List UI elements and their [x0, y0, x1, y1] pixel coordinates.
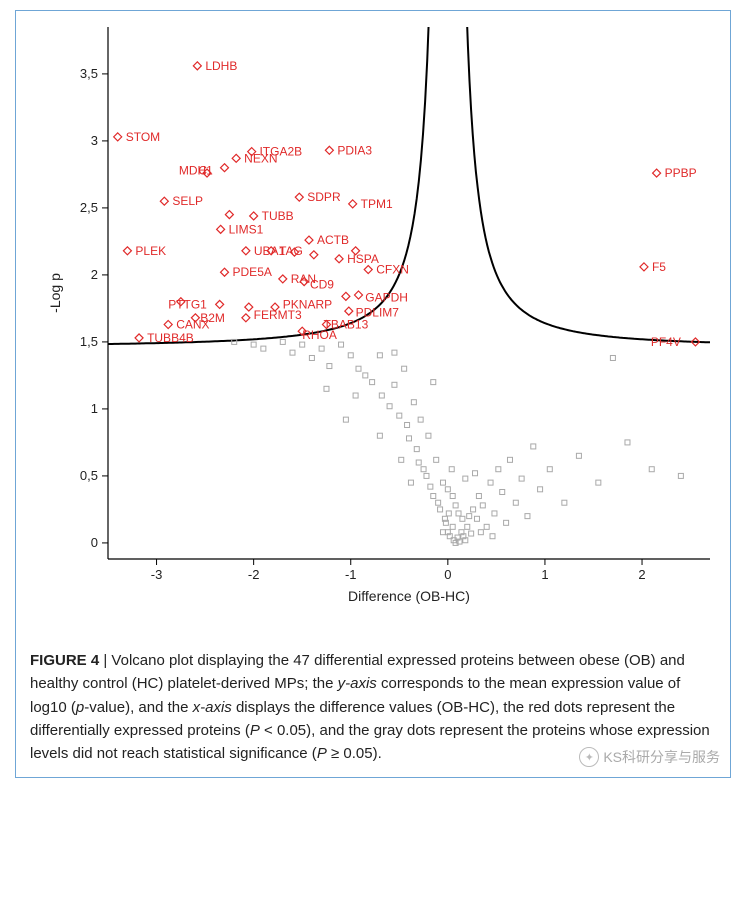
svg-text:SELP: SELP — [172, 194, 203, 208]
svg-text:PDE5A: PDE5A — [233, 265, 272, 279]
caption-sep: | — [99, 652, 111, 669]
svg-text:STOM: STOM — [126, 130, 160, 144]
svg-text:CFXN: CFXN — [376, 263, 409, 277]
svg-text:RHOA: RHOA — [302, 328, 337, 342]
svg-text:CD9: CD9 — [310, 277, 334, 291]
svg-text:0: 0 — [91, 535, 98, 550]
caption-p3: P — [317, 745, 327, 762]
svg-text:TUBB: TUBB — [262, 209, 294, 223]
page: -3 -2 -1 0 1 2 0 0,5 1 1,5 2 2,5 3 3,5 Difference (OB-… — [0, 10, 746, 778]
svg-text:F5: F5 — [652, 260, 666, 274]
svg-text:PTTG1: PTTG1 — [168, 297, 207, 311]
svg-text:FERMT3: FERMT3 — [254, 308, 302, 322]
svg-text:PDIA3: PDIA3 — [337, 143, 372, 157]
svg-text:PPBP: PPBP — [665, 166, 697, 180]
svg-text:-3: -3 — [151, 567, 163, 582]
svg-text:PLEK: PLEK — [135, 244, 166, 258]
svg-text:2,5: 2,5 — [80, 200, 98, 215]
svg-text:2: 2 — [638, 567, 645, 582]
svg-text:PF4V: PF4V — [651, 335, 681, 349]
svg-text:SDPR: SDPR — [307, 190, 341, 204]
svg-text:1: 1 — [91, 401, 98, 416]
caption-text-4: -value), and the — [84, 699, 192, 716]
svg-text:3,5: 3,5 — [80, 66, 98, 81]
caption-x-axis: x-axis — [193, 699, 232, 716]
svg-text:TUBB4B: TUBB4B — [147, 331, 194, 345]
figure-label: FIGURE 4 — [30, 652, 99, 669]
svg-text:LDHB: LDHB — [205, 59, 237, 73]
watermark: ✦ KS科研分享与服务 — [579, 747, 720, 767]
svg-text:0,5: 0,5 — [80, 468, 98, 483]
svg-text:C: C — [198, 163, 207, 177]
svg-text:ACTB: ACTB — [317, 233, 349, 247]
svg-text:1: 1 — [541, 567, 548, 582]
svg-text:HSPA: HSPA — [347, 252, 379, 266]
wechat-icon: ✦ — [579, 747, 599, 767]
svg-text:GAPDH: GAPDH — [365, 291, 408, 305]
svg-text:2: 2 — [91, 267, 98, 282]
svg-text:3: 3 — [91, 133, 98, 148]
svg-text:-Log p: -Log p — [47, 273, 63, 313]
caption-text-10: ≥ 0.05). — [327, 745, 382, 762]
svg-text:LIMS1: LIMS1 — [229, 222, 264, 236]
svg-text:TPM1: TPM1 — [361, 197, 393, 211]
watermark-text: KS科研分享与服务 — [603, 747, 720, 767]
volcano-plot: -3 -2 -1 0 1 2 0 0,5 1 1,5 2 2,5 3 3,5 Difference (OB-… — [24, 19, 724, 639]
caption-p1: p — [76, 699, 84, 716]
svg-text:ITGA2B: ITGA2B — [259, 145, 302, 159]
chart-wrap: -3 -2 -1 0 1 2 0 0,5 1 1,5 2 2,5 3 3,5 Difference (OB-… — [24, 19, 722, 639]
svg-text:1,5: 1,5 — [80, 334, 98, 349]
svg-text:0: 0 — [444, 567, 451, 582]
svg-text:-1: -1 — [345, 567, 357, 582]
caption-y-axis: y-axis — [338, 675, 377, 692]
svg-text:CANX: CANX — [176, 317, 209, 331]
caption-p2: P — [250, 722, 260, 739]
svg-text:-2: -2 — [248, 567, 260, 582]
svg-text:Difference (OB-HC): Difference (OB-HC) — [348, 588, 470, 604]
figure-frame: -3 -2 -1 0 1 2 0 0,5 1 1,5 2 2,5 3 3,5 Difference (OB-… — [15, 10, 731, 778]
